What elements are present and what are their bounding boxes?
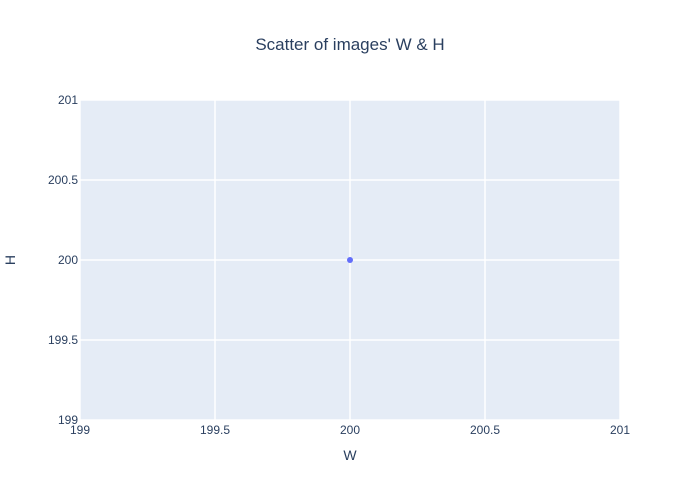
x-tick-label: 200.5 [470,423,500,437]
y-tick-label: 201 [58,93,78,107]
x-axis-title: W [343,447,357,463]
y-tick-label: 200 [58,253,78,267]
y-axis-title: H [2,255,18,265]
y-tick-label: 199.5 [48,333,78,347]
y-axis-ticks: 199 199.5 200 200.5 201 [48,93,78,427]
scatter-point[interactable] [347,257,353,263]
x-tick-label: 200 [340,423,360,437]
x-tick-label: 201 [610,423,630,437]
y-tick-label: 199 [58,413,78,427]
chart-title: Scatter of images' W & H [255,35,444,54]
x-tick-label: 199.5 [200,423,230,437]
y-tick-label: 200.5 [48,173,78,187]
data-points[interactable] [347,257,353,263]
x-tick-label: 199 [70,423,90,437]
x-axis-ticks: 199 199.5 200 200.5 201 [70,423,630,437]
